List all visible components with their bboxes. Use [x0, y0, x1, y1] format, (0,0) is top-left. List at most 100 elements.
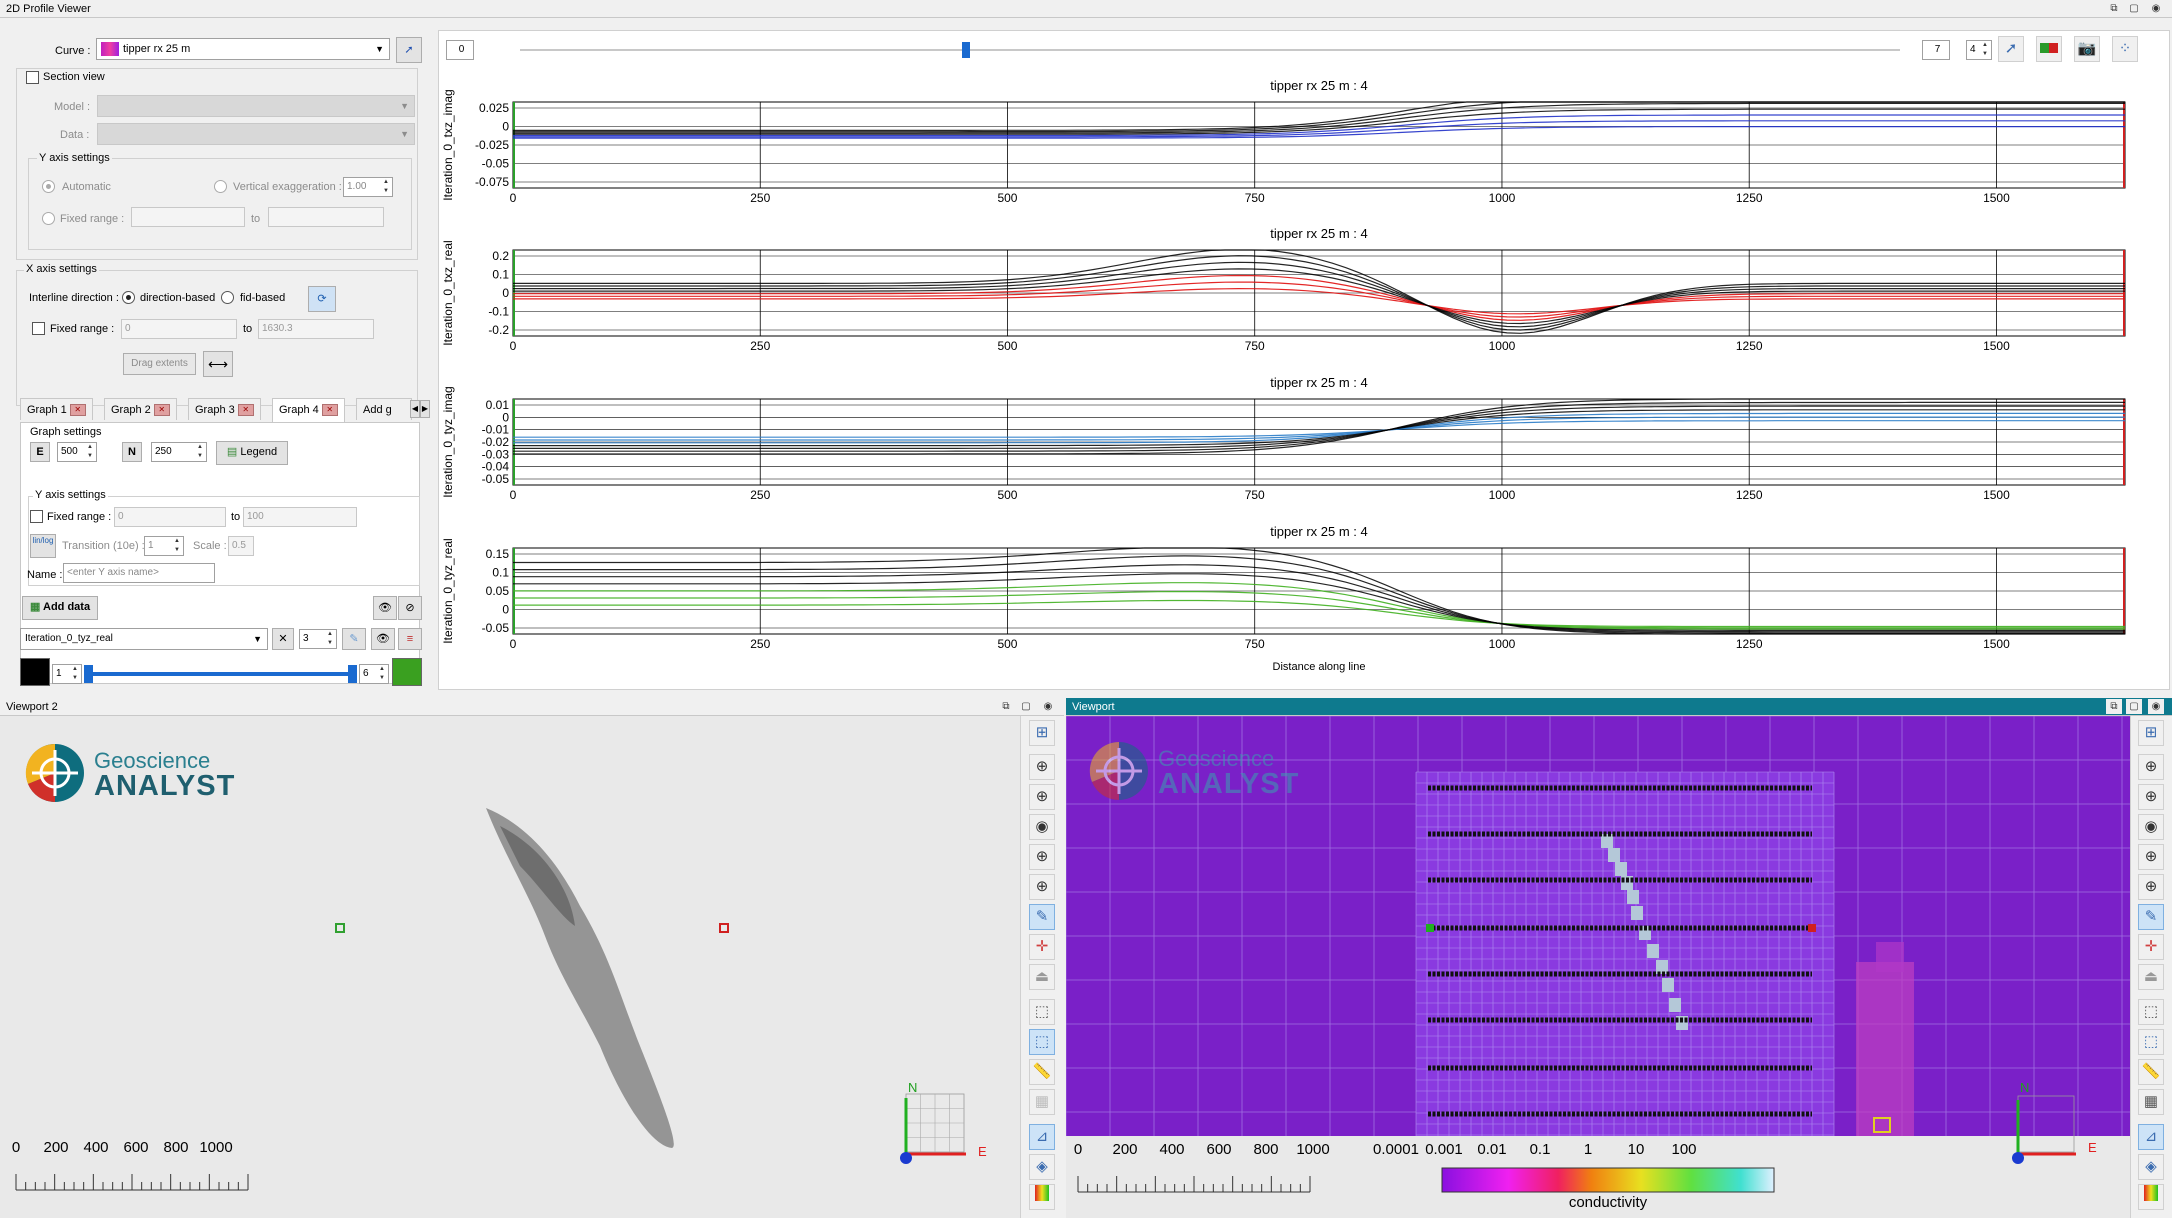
add-data-button[interactable]: ▦ Add data [22, 596, 98, 620]
float-icon[interactable]: ⧉ [2106, 699, 2122, 714]
max-index-spinbox[interactable]: 6 [359, 664, 389, 684]
zoom-extents-button[interactable]: ⊞ [1029, 720, 1055, 746]
axes-tool-button[interactable]: ⊿ [2138, 1124, 2164, 1150]
focus-tool-button[interactable]: ⊕ [2138, 874, 2164, 900]
scale-input[interactable]: 0.5 [228, 536, 254, 556]
ruler-tool-button[interactable]: 📏 [2138, 1059, 2164, 1085]
paint-tool-button[interactable]: ◈ [2138, 1154, 2164, 1180]
transition-spinbox[interactable]: 1 [144, 536, 184, 556]
e-button[interactable]: E [30, 442, 50, 462]
visibility-button[interactable]: 👁 [371, 628, 395, 650]
remove-graph-icon[interactable]: ✕ [321, 404, 338, 417]
grid-tool-button[interactable]: ▦ [1029, 1089, 1055, 1115]
graph-fixed-range-checkbox[interactable] [30, 510, 43, 523]
n-button[interactable]: N [122, 442, 142, 462]
iteration-spinbox[interactable]: 4 [1966, 40, 1992, 60]
tab-graph-3[interactable]: Graph 3 ✕ [188, 398, 261, 420]
expand-extents-button[interactable]: ⟷ [203, 351, 233, 377]
axes-tool-button[interactable]: ⊿ [1029, 1124, 1055, 1150]
focus-tool-button[interactable]: ⊕ [1029, 874, 1055, 900]
n-spinbox[interactable]: 250 [151, 442, 207, 462]
colorbar-tool-button[interactable] [2138, 1184, 2164, 1210]
section-view-checkbox[interactable] [26, 71, 39, 84]
fixed-range-radio[interactable] [42, 212, 55, 225]
tab-scroll-right[interactable]: ▶ [420, 400, 430, 418]
show-all-button[interactable]: 👁 [373, 596, 397, 620]
paint-tool-button[interactable]: ◈ [1029, 1154, 1055, 1180]
select-pointer-button[interactable]: ➚ [396, 37, 422, 63]
scatter-tool-button[interactable]: ⁘ [2112, 36, 2138, 62]
section-tool-button[interactable]: ⬚ [2138, 1029, 2164, 1055]
vertical-exaggeration-spinbox[interactable]: 1.00 [343, 177, 393, 197]
fid-based-radio[interactable] [221, 291, 234, 304]
data-channel-select[interactable]: Iteration_0_tyz_real ▼ [20, 628, 268, 650]
target-tool-button[interactable]: ◉ [2138, 814, 2164, 840]
iteration-slider[interactable] [520, 49, 1900, 51]
direction-based-radio[interactable] [122, 291, 135, 304]
hide-all-button[interactable]: ⊘ [398, 596, 422, 620]
model-select[interactable]: ▼ [97, 95, 415, 117]
float-icon[interactable]: ⧉ [1002, 701, 1010, 712]
clip-tool-button[interactable]: ⏏ [2138, 964, 2164, 990]
tab-graph-4[interactable]: Graph 4 ✕ [272, 398, 345, 422]
clip-tool-button[interactable]: ⏏ [1029, 964, 1055, 990]
color-tool-button[interactable] [2036, 36, 2062, 62]
target-tool-button[interactable]: ◉ [1029, 814, 1055, 840]
x-range-from-input[interactable]: 0 [121, 319, 237, 339]
tab-graph-2[interactable]: Graph 2 ✕ [104, 398, 177, 420]
pointer-tool-button[interactable]: ➚ [1998, 36, 2024, 62]
pan-tool-button[interactable]: ⊕ [1029, 784, 1055, 810]
graph-y-to-input[interactable]: 100 [243, 507, 357, 527]
lin-log-button[interactable]: lin/log [30, 534, 56, 558]
hide-icon[interactable]: ◉ [2148, 699, 2164, 714]
orbit-tool-button[interactable]: ⊕ [2138, 754, 2164, 780]
orbit-tool-button[interactable]: ⊕ [1029, 754, 1055, 780]
min-index-spinbox[interactable]: 1 [52, 664, 82, 684]
line-width-spinbox[interactable]: 3 [299, 629, 337, 649]
maximize-icon[interactable]: ▢ [1021, 701, 1031, 712]
line-style-button[interactable]: ≡ [398, 628, 422, 650]
maximize-icon[interactable]: ▢ [2126, 699, 2142, 714]
pick-tool-button[interactable]: ✎ [2138, 904, 2164, 930]
remove-data-button[interactable]: ✕ [272, 628, 294, 650]
zoom-extents-button[interactable]: ⊞ [2138, 720, 2164, 746]
max-color-swatch[interactable] [392, 658, 422, 686]
x-fixed-range-checkbox[interactable] [32, 322, 45, 335]
grid-tool-button[interactable]: ▦ [2138, 1089, 2164, 1115]
fixed-range-to-input[interactable] [268, 207, 384, 227]
float-icon[interactable]: ⧉ [2110, 3, 2118, 14]
camera-button[interactable]: 📷 [2074, 36, 2100, 62]
legend-button[interactable]: ▤ Legend [216, 441, 288, 465]
marker-tool-button[interactable]: ✛ [1029, 934, 1055, 960]
tab-scroll-left[interactable]: ◀ [410, 400, 420, 418]
colorbar-tool-button[interactable] [1029, 1184, 1055, 1210]
graph-y-from-input[interactable]: 0 [114, 507, 226, 527]
hide-icon[interactable]: ◉ [2151, 3, 2161, 14]
vertical-exaggeration-radio[interactable] [214, 180, 227, 193]
remove-graph-icon[interactable]: ✕ [153, 404, 170, 417]
tab-graph-1[interactable]: Graph 1 ✕ [20, 398, 93, 420]
fixed-range-from-input[interactable] [131, 207, 245, 227]
e-spinbox[interactable]: 500 [57, 442, 97, 462]
center-tool-button[interactable]: ⊕ [2138, 844, 2164, 870]
x-range-to-input[interactable]: 1630.3 [258, 319, 374, 339]
drag-extents-button[interactable]: Drag extents [123, 353, 196, 375]
maximize-icon[interactable]: ▢ [2129, 3, 2139, 14]
section-tool-button[interactable]: ⬚ [1029, 1029, 1055, 1055]
data-select[interactable]: ▼ [97, 123, 415, 145]
curve-select[interactable]: tipper rx 25 m ▼ [96, 38, 390, 60]
box-tool-button[interactable]: ⬚ [1029, 999, 1055, 1025]
y-axis-name-input[interactable]: <enter Y axis name> [63, 563, 215, 583]
marker-tool-button[interactable]: ✛ [2138, 934, 2164, 960]
remove-graph-icon[interactable]: ✕ [69, 404, 86, 417]
remove-graph-icon[interactable]: ✕ [237, 404, 254, 417]
min-color-swatch[interactable] [20, 658, 50, 686]
ruler-tool-button[interactable]: 📏 [1029, 1059, 1055, 1085]
hide-icon[interactable]: ◉ [1043, 701, 1053, 712]
tab-add-graph[interactable]: Add g [356, 398, 412, 420]
automatic-radio[interactable] [42, 180, 55, 193]
viewport2-canvas[interactable] [0, 716, 1020, 1218]
pick-tool-button[interactable]: ✎ [1029, 904, 1055, 930]
refresh-button[interactable]: ⟳ [308, 286, 336, 312]
color-range-max-handle[interactable] [348, 665, 357, 683]
